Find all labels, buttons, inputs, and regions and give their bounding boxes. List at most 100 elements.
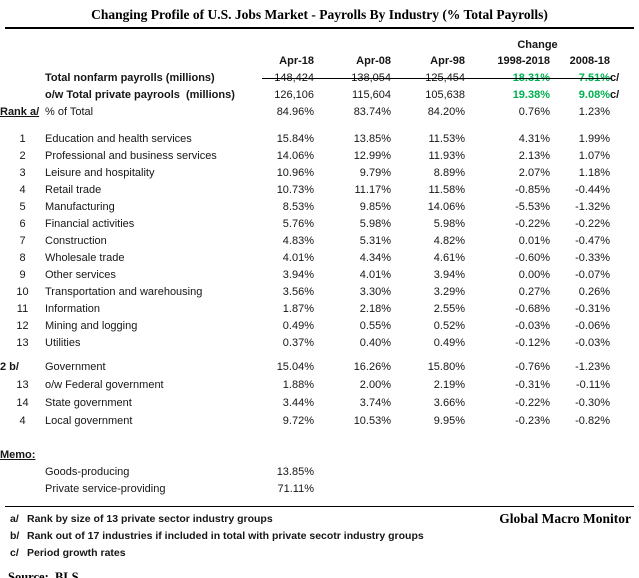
value-cell: 148,424 xyxy=(274,71,314,84)
note-cell xyxy=(610,198,639,215)
value-cell: -0.22% xyxy=(515,217,550,230)
value-cell: 9.72% xyxy=(282,415,314,427)
value-cell: -0.44% xyxy=(575,183,610,196)
label-cell: Construction xyxy=(45,234,107,247)
label-cell: % of Total xyxy=(45,105,94,118)
value-cell: 4.61% xyxy=(433,251,465,264)
value-cell: -0.11% xyxy=(575,379,610,391)
value-cell: 1.87% xyxy=(282,302,314,315)
value-cell: -1.23% xyxy=(575,361,610,373)
footnote-a-text: Rank by size of 13 private sector indust… xyxy=(27,513,273,525)
label-cell: o/w Federal government xyxy=(45,379,164,391)
value-cell: -0.47% xyxy=(575,234,610,247)
value-cell: -0.03% xyxy=(575,336,610,349)
label-cell: Mining and logging xyxy=(45,319,138,332)
value-cell: 12.99% xyxy=(353,149,391,162)
row-industry: 4 Retail trade 10.73% 11.17% 11.58% -0.85% -0.… xyxy=(0,181,639,198)
value-cell: -0.06% xyxy=(575,319,610,332)
footnote-c: c/Period growth rates xyxy=(10,545,424,562)
value-cell: 15.80% xyxy=(427,361,465,373)
label-cell: Government xyxy=(45,361,106,373)
value-cell: 5.31% xyxy=(359,234,391,247)
value-cell: 2.18% xyxy=(359,302,391,315)
value-cell: 15.84% xyxy=(276,132,314,145)
value-cell: -0.22% xyxy=(575,217,610,230)
value-cell: 138,054 xyxy=(351,71,391,84)
note-cell xyxy=(610,334,639,351)
label-cell: Education and health services xyxy=(45,132,192,145)
column-header-1998-2018: 1998-2018 xyxy=(497,54,550,67)
footnote-b: b/Rank out of 17 industries if included … xyxy=(10,528,424,545)
note-cell xyxy=(610,232,639,249)
value-cell: 11.53% xyxy=(428,132,466,145)
empty-cell xyxy=(610,52,639,69)
label-cell: Goods-producing xyxy=(45,465,130,478)
value-cell xyxy=(391,463,465,480)
value-cell xyxy=(391,480,465,497)
row-total-private: o/w Total private payrools (millions) 126… xyxy=(0,86,639,103)
footnotes: a/Rank by size of 13 private sector indu… xyxy=(10,511,424,562)
empty-cell xyxy=(610,37,639,52)
rank-cell: 9 xyxy=(19,268,26,281)
row-total-nonfarm: Total nonfarm payrolls (millions) 148,424… xyxy=(0,69,639,86)
label-cell: Retail trade xyxy=(45,183,102,196)
note-cell xyxy=(610,463,639,480)
value-cell xyxy=(314,480,391,497)
note-cell xyxy=(610,181,639,198)
value-cell xyxy=(465,480,550,497)
value-cell: 5.98% xyxy=(359,217,391,230)
value-cell: 1.07% xyxy=(578,149,610,162)
value-cell: 11.17% xyxy=(354,183,392,196)
rank-cell: 1 xyxy=(19,132,26,145)
value-cell: -5.53% xyxy=(515,200,550,213)
value-cell: -0.76% xyxy=(515,361,550,373)
empty-cell xyxy=(0,37,465,52)
note-cell xyxy=(610,480,639,497)
label-cell: Other services xyxy=(45,268,116,281)
value-cell: 19.38% xyxy=(512,88,550,101)
value-cell: 0.01% xyxy=(518,234,550,247)
value-cell: 0.37% xyxy=(282,336,314,349)
row-industry: 10 Transportation and warehousing 3.56% 3.3… xyxy=(0,283,639,300)
rank-cell: 2 xyxy=(19,149,26,162)
value-cell: 0.00% xyxy=(518,268,550,281)
value-cell: 13.85% xyxy=(276,465,314,478)
value-cell: 2.55% xyxy=(433,302,465,315)
value-cell: 126,106 xyxy=(274,88,314,101)
value-cell: -0.85% xyxy=(515,183,550,196)
value-cell: 3.66% xyxy=(433,397,465,409)
value-cell: 14.06% xyxy=(276,149,314,162)
rank-cell: 13 xyxy=(16,336,29,349)
value-cell: -0.23% xyxy=(515,415,550,427)
title-rule xyxy=(5,27,634,29)
value-cell: -0.03% xyxy=(515,319,550,332)
rank-cell: 4 xyxy=(19,183,26,196)
note-cell xyxy=(610,266,639,283)
empty-cell xyxy=(45,52,240,69)
rank-cell: 2 b/ xyxy=(0,361,19,373)
label-cell: Wholesale trade xyxy=(45,251,125,264)
value-cell: 3.74% xyxy=(359,397,391,409)
label-cell: Manufacturing xyxy=(45,200,115,213)
source: Source: BLS xyxy=(8,570,79,578)
value-cell: 3.56% xyxy=(282,285,314,298)
footnote-b-marker: b/ xyxy=(10,530,20,542)
change-group-header: Change xyxy=(517,38,558,51)
rank-cell: 3 xyxy=(19,166,26,179)
rank-cell: 7 xyxy=(19,234,26,247)
value-cell: 5.98% xyxy=(433,217,465,230)
change-header-row: Change xyxy=(0,37,639,52)
value-cell: 0.27% xyxy=(518,285,550,298)
row-industry: 3 Leisure and hospitality 10.96% 9.79% 8.89%… xyxy=(0,164,639,181)
value-cell: 3.29% xyxy=(433,285,465,298)
value-cell: -0.82% xyxy=(575,415,610,427)
label-cell: Private service-providing xyxy=(45,482,166,495)
note-cell xyxy=(610,376,639,394)
note-cell xyxy=(610,215,639,232)
note-cell xyxy=(610,394,639,412)
label-cell: Transportation and warehousing xyxy=(45,285,203,298)
value-cell: -1.32% xyxy=(575,200,610,213)
empty-cell xyxy=(0,52,45,69)
rank-cell: 11 xyxy=(16,302,29,315)
row-industry: 12 Mining and logging 0.49% 0.55% 0.52% -0.03… xyxy=(0,317,639,334)
